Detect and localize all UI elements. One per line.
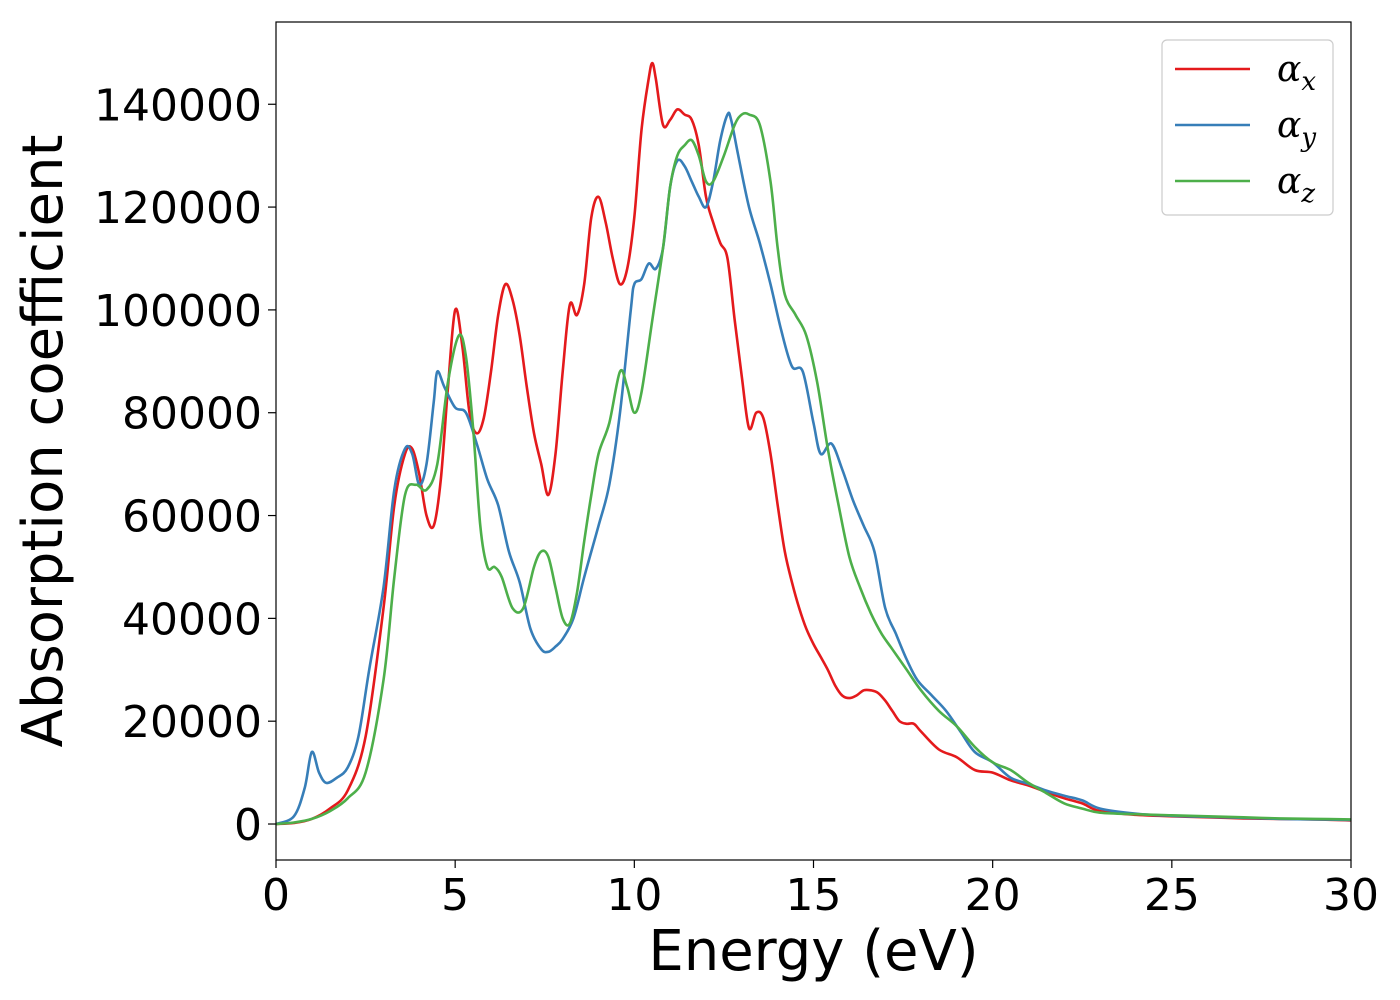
y-axis-title: Absorption coefficient <box>11 135 76 748</box>
x-tick-label: 0 <box>262 870 290 921</box>
y-tick-label: 80000 <box>122 389 262 440</box>
y-tick-label: 120000 <box>94 183 262 234</box>
series-line-alpha-z <box>276 111 1351 826</box>
y-tick-label: 0 <box>234 800 262 851</box>
legend-box <box>1161 39 1334 216</box>
y-tick-label: 100000 <box>94 286 262 337</box>
y-axis-ticks: 0 20000 40000 60000 80000 100000 120000 140000 <box>94 80 276 851</box>
x-tick-label: 10 <box>606 870 662 921</box>
y-tick-label: 60000 <box>122 492 262 543</box>
legend-label-alpha-y: αy <box>1277 105 1316 153</box>
series-layer <box>276 61 1351 826</box>
x-axis-title: Energy (eV) <box>648 919 978 984</box>
legend-label-alpha-x: αx <box>1277 49 1316 97</box>
x-tick-label: 15 <box>786 870 842 921</box>
x-tick-label: 30 <box>1323 870 1379 921</box>
x-tick-label: 20 <box>965 870 1021 921</box>
y-tick-label: 40000 <box>122 594 262 645</box>
y-tick-label: 20000 <box>122 697 262 748</box>
x-axis-ticks: 0 5 10 15 20 25 30 <box>262 860 1379 921</box>
legend: αx αy αz <box>1161 39 1334 216</box>
y-tick-label: 140000 <box>94 80 262 131</box>
series-line-alpha-x <box>276 61 1351 826</box>
x-tick-label: 25 <box>1144 870 1200 921</box>
series-line-alpha-y <box>276 111 1351 826</box>
legend-label-alpha-z: αz <box>1277 161 1315 209</box>
x-tick-label: 5 <box>441 870 469 921</box>
